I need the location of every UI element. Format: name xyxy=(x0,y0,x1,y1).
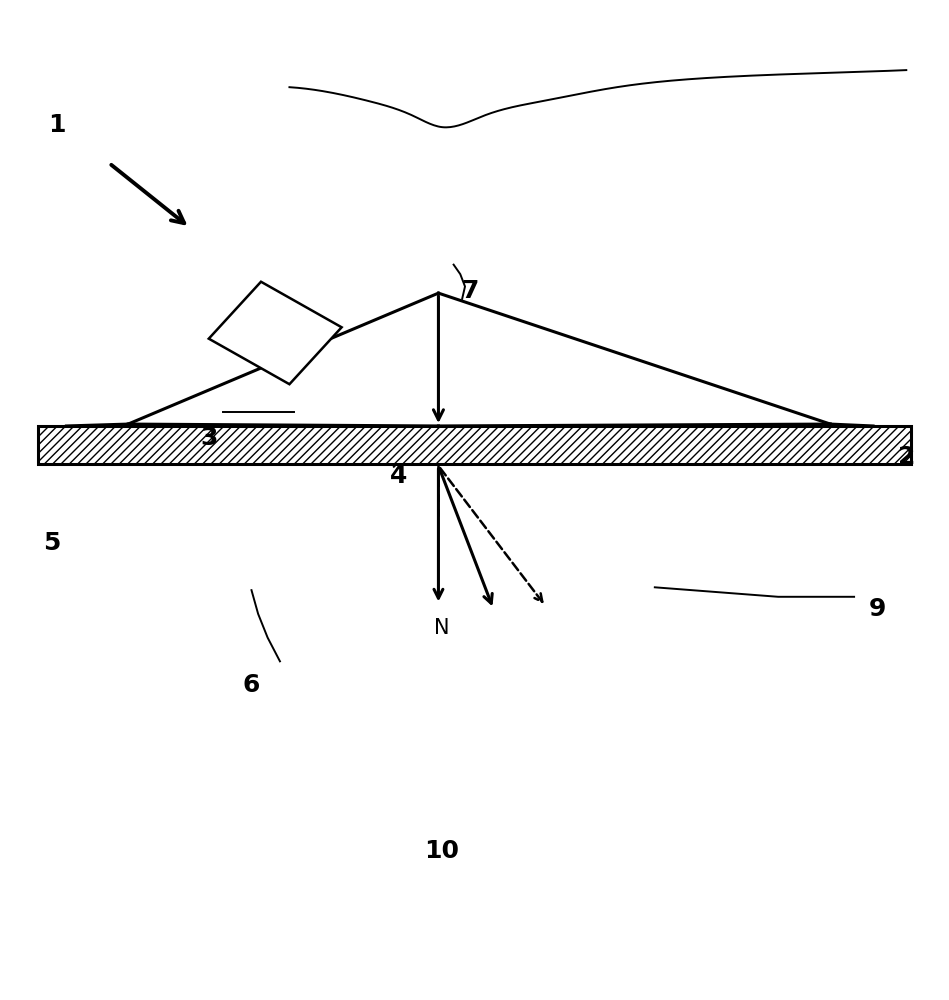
Text: 3: 3 xyxy=(200,426,217,450)
Bar xyxy=(38,426,911,464)
Polygon shape xyxy=(209,282,342,384)
Text: 5: 5 xyxy=(44,531,61,555)
Text: 10: 10 xyxy=(424,839,458,863)
Text: 1: 1 xyxy=(48,113,65,137)
Text: 6: 6 xyxy=(243,673,260,697)
Text: 7: 7 xyxy=(461,279,478,303)
Text: N: N xyxy=(434,618,449,638)
Text: 9: 9 xyxy=(869,597,886,621)
Text: 2: 2 xyxy=(898,445,915,469)
Text: 4: 4 xyxy=(390,464,407,488)
Bar xyxy=(38,426,911,464)
